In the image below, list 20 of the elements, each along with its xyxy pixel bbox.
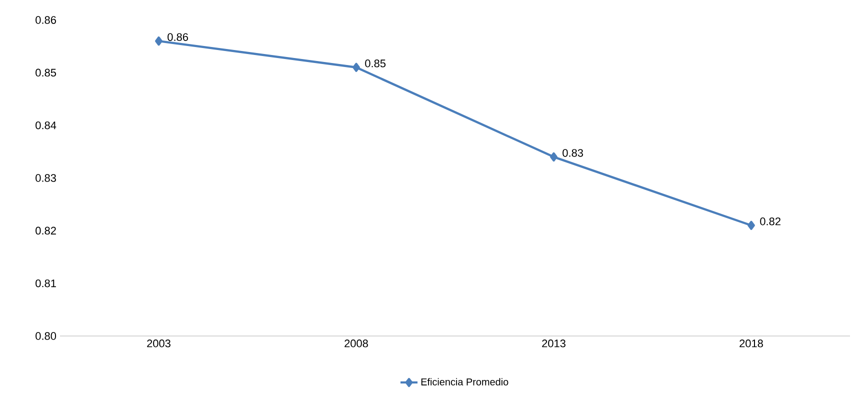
y-tick-label: 0.80 xyxy=(36,332,56,340)
y-tick-label: 0.82 xyxy=(36,226,56,235)
x-tick-label: 2013 xyxy=(542,340,566,348)
data-label: 0.83 xyxy=(562,149,584,157)
point xyxy=(352,62,360,72)
y-tick-label: 0.81 xyxy=(36,279,56,288)
x-tick-label: 2003 xyxy=(147,340,170,348)
data-label: 0.82 xyxy=(760,218,780,226)
point xyxy=(155,36,162,46)
x-tick-label: 2018 xyxy=(740,340,763,348)
y-tick-label: 0.85 xyxy=(36,68,56,77)
data-label: 0.85 xyxy=(365,60,386,68)
y-tick-label: 0.84 xyxy=(36,121,56,130)
point xyxy=(748,220,755,230)
legend-label: Eficiencia Promedio xyxy=(421,378,508,386)
point xyxy=(550,152,558,162)
x-tick-label: 2008 xyxy=(344,340,368,348)
y-tick-label: 0.86 xyxy=(36,16,56,24)
data-label: 0.86 xyxy=(168,33,188,41)
y-tick-label: 0.83 xyxy=(36,174,56,182)
